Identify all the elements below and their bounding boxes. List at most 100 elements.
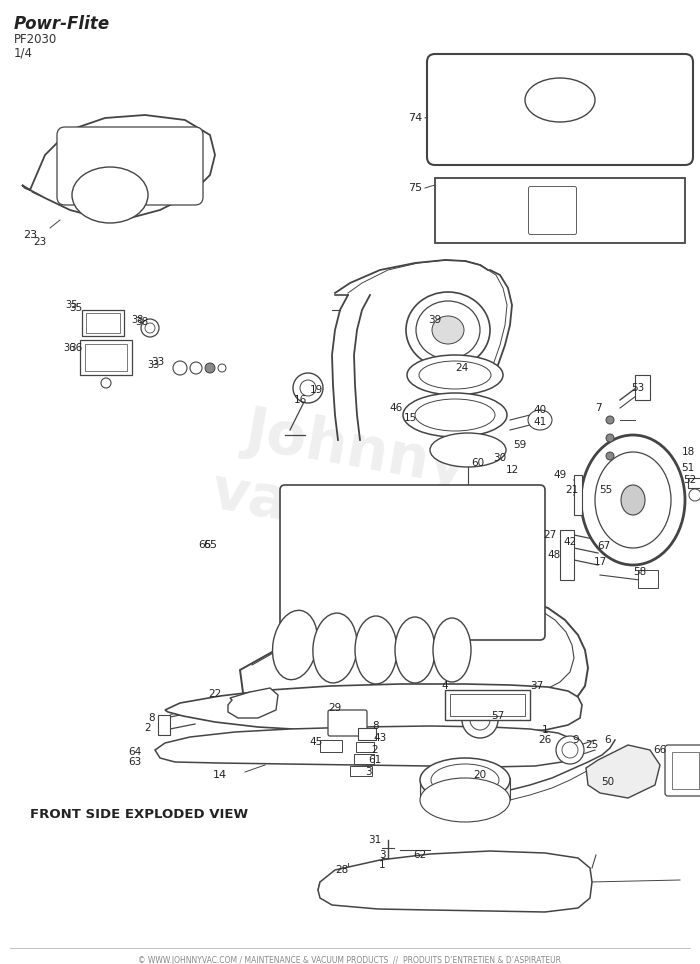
Text: 2: 2 bbox=[145, 723, 151, 733]
Text: 63: 63 bbox=[128, 757, 141, 767]
Bar bbox=[158, 715, 170, 735]
Text: 51: 51 bbox=[681, 463, 694, 473]
Ellipse shape bbox=[432, 316, 464, 344]
Text: 64: 64 bbox=[128, 747, 141, 757]
Text: 49: 49 bbox=[554, 470, 566, 480]
Bar bbox=[358, 728, 376, 740]
Ellipse shape bbox=[606, 452, 614, 460]
Bar bbox=[80, 340, 132, 375]
Text: 1/4: 1/4 bbox=[14, 46, 33, 59]
Text: Johnny
vac.com: Johnny vac.com bbox=[206, 398, 494, 566]
Text: 36: 36 bbox=[69, 343, 83, 353]
Ellipse shape bbox=[470, 710, 490, 730]
Polygon shape bbox=[228, 688, 278, 718]
Text: 53: 53 bbox=[631, 383, 645, 393]
Text: 25: 25 bbox=[585, 740, 598, 750]
Text: 20: 20 bbox=[473, 770, 486, 780]
Ellipse shape bbox=[689, 489, 700, 501]
Text: 33: 33 bbox=[148, 360, 160, 370]
Text: 37: 37 bbox=[531, 681, 544, 691]
Ellipse shape bbox=[595, 452, 671, 548]
Text: 67: 67 bbox=[597, 541, 610, 551]
Ellipse shape bbox=[420, 778, 510, 822]
Text: 3: 3 bbox=[379, 850, 385, 860]
Text: 38: 38 bbox=[132, 315, 144, 325]
Text: 8: 8 bbox=[148, 713, 155, 723]
Ellipse shape bbox=[141, 319, 159, 337]
Text: 7: 7 bbox=[595, 403, 601, 413]
Ellipse shape bbox=[293, 373, 323, 403]
Ellipse shape bbox=[525, 78, 595, 122]
Ellipse shape bbox=[406, 292, 490, 368]
Ellipse shape bbox=[420, 758, 510, 802]
FancyBboxPatch shape bbox=[280, 485, 545, 640]
FancyBboxPatch shape bbox=[427, 54, 693, 165]
Bar bbox=[356, 742, 374, 752]
Text: 62: 62 bbox=[414, 850, 426, 860]
Bar bbox=[354, 754, 374, 764]
Bar bbox=[320, 740, 342, 752]
Text: 60: 60 bbox=[471, 458, 484, 468]
Text: 18: 18 bbox=[681, 447, 694, 457]
Text: 58: 58 bbox=[634, 567, 647, 577]
Ellipse shape bbox=[403, 393, 507, 437]
Text: 65: 65 bbox=[198, 540, 211, 550]
Bar bbox=[635, 375, 650, 400]
Ellipse shape bbox=[419, 361, 491, 389]
FancyBboxPatch shape bbox=[328, 710, 367, 736]
Text: © WWW.JOHNNYVAC.COM / MAINTENANCE & VACUUM PRODUCTS  //  PRODUITS D’ENTRETIEN & : © WWW.JOHNNYVAC.COM / MAINTENANCE & VACU… bbox=[139, 956, 561, 964]
FancyBboxPatch shape bbox=[528, 186, 577, 234]
Text: 19: 19 bbox=[309, 385, 323, 395]
Text: 52: 52 bbox=[683, 475, 696, 485]
Text: 46: 46 bbox=[389, 403, 402, 413]
Text: 28: 28 bbox=[335, 865, 349, 875]
FancyBboxPatch shape bbox=[57, 127, 203, 205]
Bar bbox=[672, 752, 699, 789]
Ellipse shape bbox=[72, 167, 148, 223]
Text: 3: 3 bbox=[365, 767, 371, 777]
Text: 61: 61 bbox=[368, 755, 382, 765]
Text: 35: 35 bbox=[69, 303, 83, 313]
Text: 66: 66 bbox=[653, 745, 666, 755]
Ellipse shape bbox=[556, 736, 584, 764]
Text: 21: 21 bbox=[566, 485, 579, 495]
Text: 9: 9 bbox=[573, 735, 580, 745]
Ellipse shape bbox=[205, 363, 215, 373]
Text: 30: 30 bbox=[494, 453, 507, 463]
Text: 48: 48 bbox=[547, 550, 561, 560]
Ellipse shape bbox=[145, 323, 155, 333]
Text: 39: 39 bbox=[428, 315, 442, 325]
Text: 59: 59 bbox=[513, 440, 526, 450]
Ellipse shape bbox=[218, 364, 226, 372]
Polygon shape bbox=[22, 115, 215, 218]
Text: 55: 55 bbox=[599, 485, 612, 495]
Text: 40: 40 bbox=[533, 405, 547, 415]
Ellipse shape bbox=[173, 361, 187, 375]
Text: 57: 57 bbox=[491, 711, 505, 721]
Polygon shape bbox=[165, 684, 582, 733]
Ellipse shape bbox=[272, 610, 318, 680]
Text: 50: 50 bbox=[601, 777, 615, 787]
Bar bbox=[638, 570, 658, 588]
Bar bbox=[435, 178, 685, 243]
Ellipse shape bbox=[535, 193, 570, 228]
Ellipse shape bbox=[462, 702, 498, 738]
FancyBboxPatch shape bbox=[665, 745, 700, 796]
Text: 6: 6 bbox=[605, 735, 611, 745]
Ellipse shape bbox=[300, 380, 316, 396]
Ellipse shape bbox=[355, 616, 397, 684]
Text: 16: 16 bbox=[293, 395, 307, 405]
Ellipse shape bbox=[606, 434, 614, 442]
Ellipse shape bbox=[395, 617, 435, 683]
Bar bbox=[445, 690, 530, 720]
Text: PF2030: PF2030 bbox=[14, 33, 57, 46]
Bar bbox=[85, 344, 127, 371]
Ellipse shape bbox=[431, 764, 499, 796]
Text: 8: 8 bbox=[372, 721, 379, 731]
Text: 12: 12 bbox=[505, 465, 519, 475]
Ellipse shape bbox=[407, 355, 503, 395]
Ellipse shape bbox=[416, 301, 480, 359]
Text: 29: 29 bbox=[328, 703, 342, 713]
Text: 23: 23 bbox=[34, 237, 47, 247]
Ellipse shape bbox=[101, 378, 111, 388]
